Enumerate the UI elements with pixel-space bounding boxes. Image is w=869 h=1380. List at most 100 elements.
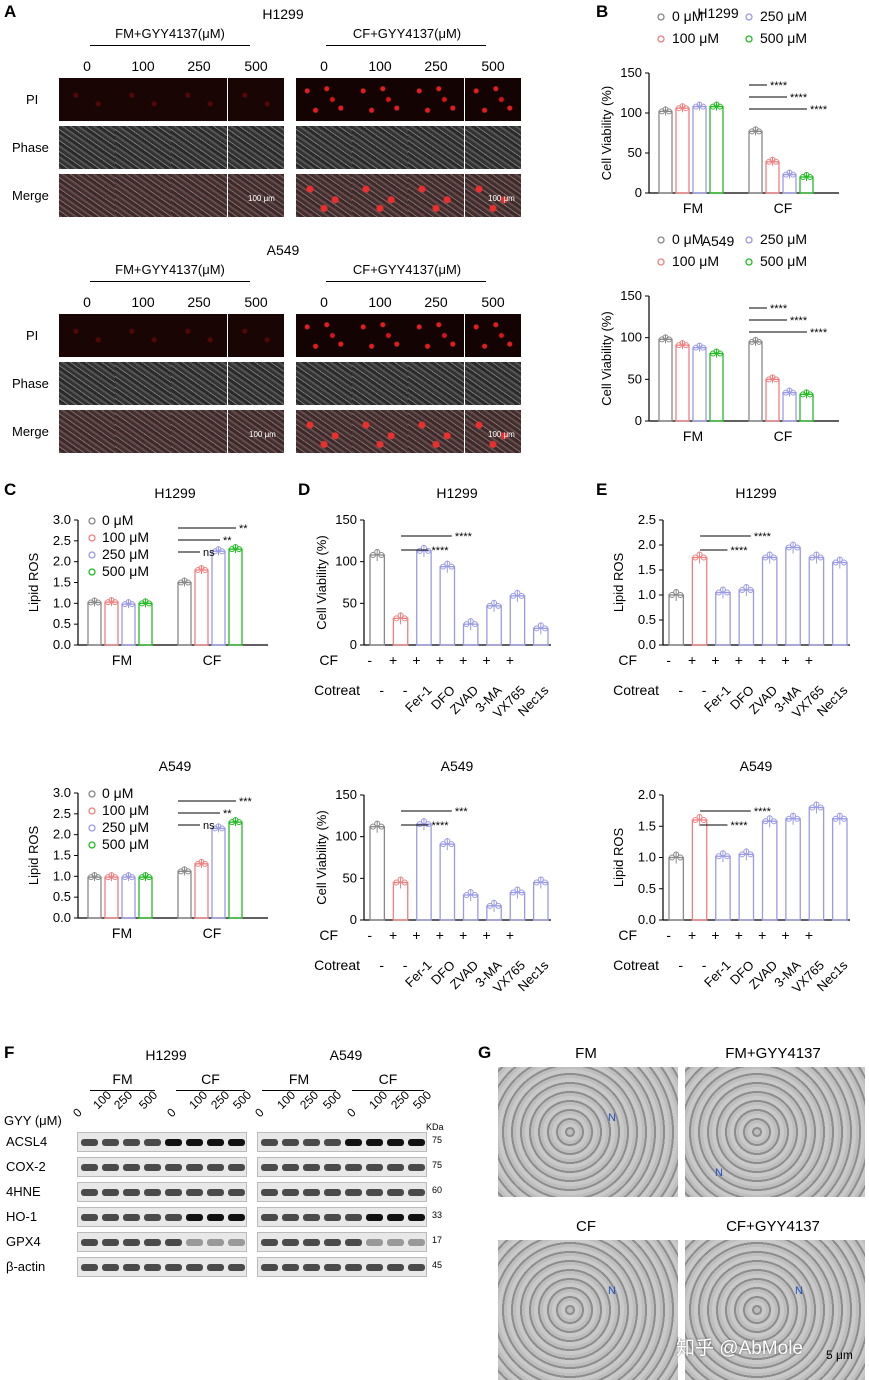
em-image: N (685, 1067, 865, 1197)
data-point (378, 552, 385, 558)
cotreat-value: - (702, 957, 707, 973)
data-point (841, 815, 847, 822)
legend-marker (745, 13, 753, 21)
y-tick-label: 50 (628, 371, 642, 386)
blot-band (207, 1189, 224, 1196)
data-point (662, 106, 669, 113)
data-point (836, 812, 843, 819)
bar (369, 554, 386, 646)
blot-band (186, 1214, 203, 1221)
micrograph-tile (171, 410, 227, 453)
bar (121, 603, 136, 646)
data-point (719, 850, 726, 857)
blot-band (165, 1139, 182, 1146)
data-point (770, 818, 777, 825)
cf-row-sign: + (711, 927, 719, 943)
data-point (518, 889, 525, 896)
data-point (495, 602, 502, 609)
cotreat-value: - (379, 682, 384, 698)
em-title: FM (575, 1045, 597, 1062)
data-point (491, 899, 498, 906)
blot-dose: 0 (70, 1105, 85, 1120)
data-point (769, 156, 776, 163)
scale-bar-label: 100 μm (488, 194, 515, 203)
data-point (393, 615, 400, 622)
blot-dose: 250 (388, 1087, 413, 1112)
significance-label: ** (239, 523, 248, 535)
data-point (374, 820, 381, 827)
bar (104, 876, 119, 919)
chart-title: H1299 (154, 485, 195, 501)
blot-band (123, 1264, 140, 1271)
kda-value: 33 (432, 1210, 443, 1220)
bar (138, 876, 153, 919)
bar (177, 581, 192, 646)
blot-band (123, 1214, 140, 1221)
panel-a-dose: 100 (131, 294, 155, 310)
em-image: N (498, 1240, 678, 1380)
cf-row-sign: + (506, 927, 514, 943)
blot-band (408, 1264, 425, 1271)
data-point (533, 879, 540, 886)
blot-group-label: FM (112, 1071, 133, 1087)
legend-label: 500 μM (102, 836, 149, 852)
blot-band (123, 1189, 140, 1196)
data-point (425, 547, 432, 554)
blot-band (228, 1189, 245, 1196)
micrograph-tile (59, 362, 115, 405)
micrograph-tile (228, 126, 284, 169)
cf-row-sign: - (367, 927, 372, 943)
bar (748, 341, 763, 422)
data-point (108, 597, 115, 604)
blot-band (303, 1189, 320, 1196)
micrograph-tile (465, 410, 521, 453)
micrograph-tile (115, 126, 171, 169)
significance-label: **** (431, 820, 449, 832)
data-point (440, 841, 447, 848)
y-tick-label: 100 (620, 105, 642, 120)
bar (782, 392, 797, 422)
bar (87, 876, 102, 919)
protein-label: GPX4 (6, 1234, 41, 1249)
blot-band (345, 1164, 362, 1171)
blot-band (102, 1139, 119, 1146)
blot-strip (257, 1232, 427, 1252)
legend-label: 100 μM (672, 253, 719, 269)
data-point (786, 169, 793, 176)
data-point (813, 551, 820, 558)
y-tick-label: 100 (335, 829, 357, 844)
legend-label: 250 μM (760, 8, 807, 24)
data-point (510, 889, 517, 896)
panel-a-dose: 500 (244, 58, 268, 74)
cf-row-sign: + (781, 652, 789, 668)
micrograph-tile (296, 78, 352, 121)
data-point (463, 892, 470, 898)
blot-band (165, 1189, 182, 1196)
bar (675, 107, 690, 194)
micrograph-tile (171, 78, 227, 121)
em-title: FM+GYY4137 (725, 1045, 821, 1062)
x-category-label: CF (774, 200, 793, 216)
chart-title: H1299 (735, 485, 776, 501)
data-point (785, 815, 792, 822)
data-point (794, 815, 801, 822)
bar (691, 556, 708, 646)
legend-marker (745, 35, 753, 43)
data-point (181, 866, 188, 873)
blot-dose: 500 (136, 1087, 161, 1112)
data-point (752, 126, 759, 133)
legend-marker (745, 258, 753, 266)
y-tick-label: 50 (628, 145, 642, 160)
y-tick-label: 1.5 (638, 562, 656, 577)
blot-band (303, 1214, 320, 1221)
bar (692, 347, 707, 422)
legend-label: 0 μM (672, 8, 703, 24)
blot-dose: 0 (252, 1105, 267, 1120)
blot-band (81, 1214, 98, 1221)
micrograph-tile (352, 362, 408, 405)
panel-label-c: C (4, 480, 17, 499)
panel-label-f: F (4, 1043, 15, 1062)
data-point (444, 838, 451, 845)
blot-band (102, 1189, 119, 1196)
data-point (677, 592, 684, 598)
